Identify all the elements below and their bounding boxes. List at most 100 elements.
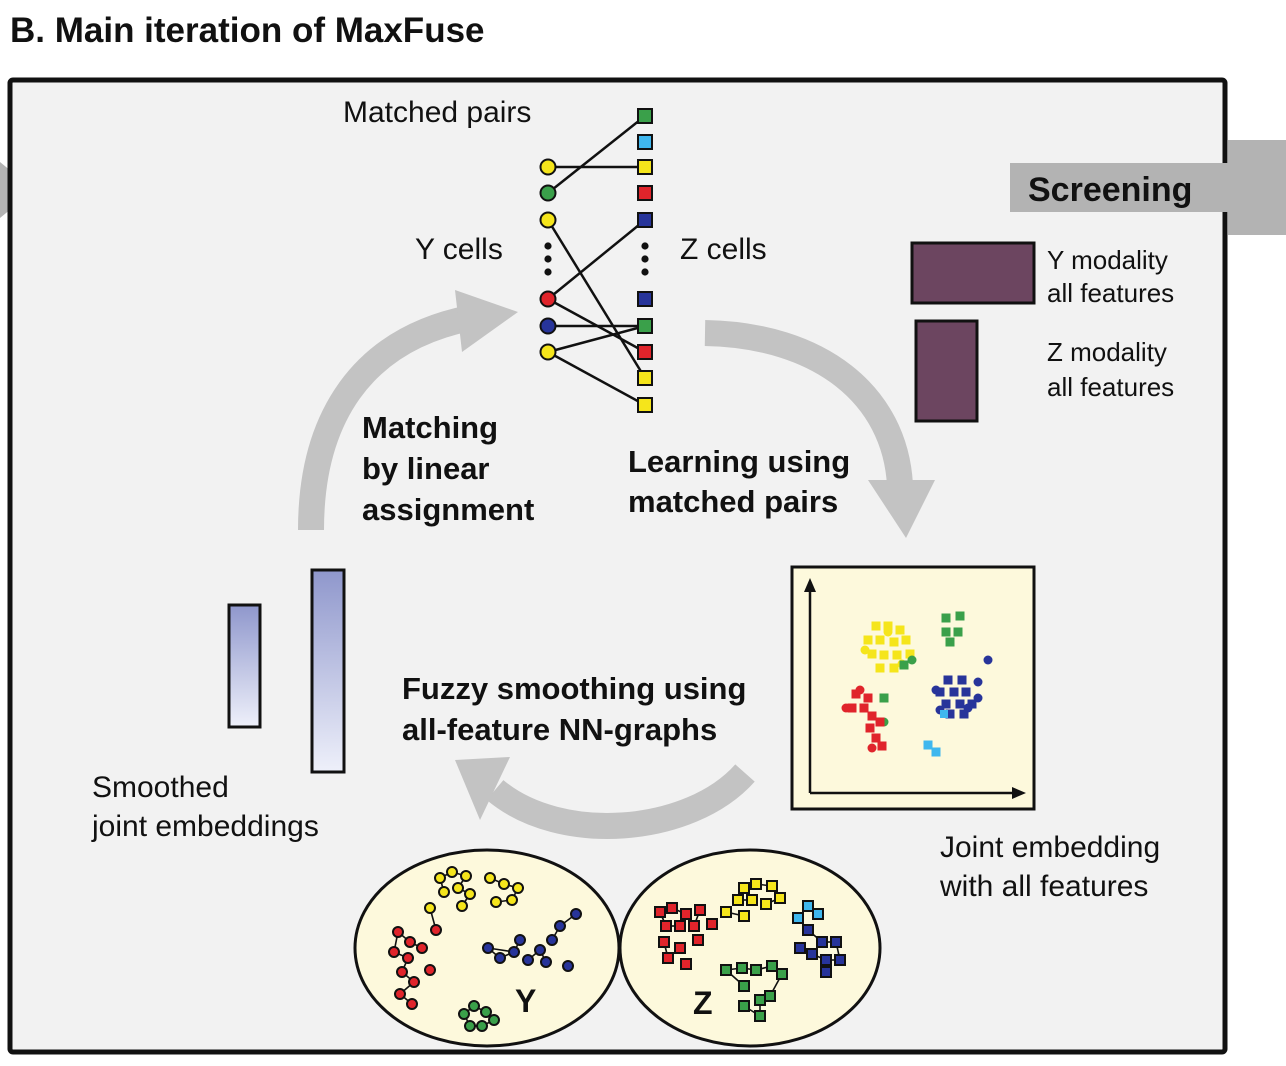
- scatter-square: [863, 693, 873, 703]
- z-graph-node: [750, 878, 762, 890]
- z-nn-graph-ellipse: [618, 848, 882, 1048]
- z-graph-node: [654, 906, 666, 918]
- y-graph-node: [570, 908, 582, 920]
- z-graph-node: [754, 1010, 766, 1022]
- learning-arrow-head: [868, 480, 935, 538]
- z-graph-node: [720, 964, 732, 976]
- learning-step-label-2: matched pairs: [628, 484, 838, 519]
- y-modality-label-1: Y modality: [1047, 245, 1168, 275]
- scatter-square: [931, 747, 941, 757]
- z-graph-node: [766, 960, 778, 972]
- scatter-square: [889, 663, 899, 673]
- z-graph-node: [738, 980, 750, 992]
- z-graph-node: [662, 952, 674, 964]
- matching-step-label-1: Matching: [362, 410, 498, 445]
- y-graph-node: [438, 886, 450, 898]
- scatter-square: [875, 635, 885, 645]
- matched-pairs-caption: Matched pairs: [343, 96, 531, 129]
- y-graph-node: [494, 952, 506, 964]
- y-graph-node: [392, 926, 404, 938]
- z-graph-node: [738, 1000, 750, 1012]
- z-graph-node: [764, 990, 776, 1002]
- z-cell: [637, 212, 653, 228]
- y-graph-node: [480, 1006, 492, 1018]
- y-cell: [539, 211, 557, 229]
- y-graph-node: [452, 882, 464, 894]
- z-graph-node: [816, 936, 828, 948]
- scatter-square: [883, 621, 893, 631]
- matching-arrow: [298, 305, 473, 531]
- z-graph-node: [732, 894, 744, 906]
- scatter-square: [943, 675, 953, 685]
- scatter-square: [865, 723, 875, 733]
- z-graph-node: [680, 958, 692, 970]
- scatter-square: [879, 693, 889, 703]
- y-graph-node: [468, 1000, 480, 1012]
- z-graph-node: [658, 936, 670, 948]
- y-graph-node: [490, 896, 502, 908]
- y-cell: [539, 290, 557, 308]
- smoothed-caption-1: Smoothed: [92, 771, 229, 804]
- z-graph-node: [738, 910, 750, 922]
- y-graph-node: [484, 872, 496, 884]
- y-graph-node: [464, 888, 476, 900]
- matching-step-label-2: by linear: [362, 451, 490, 486]
- screening-label: Screening: [1028, 171, 1192, 209]
- y-cells-label: Y cells: [415, 233, 503, 266]
- y-graph-node: [534, 944, 546, 956]
- y-graph-node: [408, 976, 420, 988]
- smoothed-embedding-y: [227, 603, 262, 729]
- y-graph-node: [424, 964, 436, 976]
- y-ellipsis-dot: [544, 255, 552, 263]
- scatter-square: [889, 637, 899, 647]
- matched-pairs-graphic: [539, 108, 653, 413]
- z-cell: [637, 397, 653, 413]
- z-graph-node: [760, 898, 772, 910]
- scatter-circle: [931, 685, 941, 695]
- learning-arrow: [704, 320, 913, 487]
- z-graph-node: [680, 908, 692, 920]
- z-graph-node: [666, 902, 678, 914]
- z-cell: [637, 344, 653, 360]
- z-graph-node: [694, 904, 706, 916]
- y-graph-node: [554, 920, 566, 932]
- joint-embedding-caption-2: with all features: [939, 870, 1148, 903]
- smoothing-step-label-2: all-feature NN-graphs: [402, 712, 717, 747]
- scatter-square: [847, 703, 857, 713]
- scatter-square: [851, 689, 861, 699]
- matching-arrow-head: [455, 290, 518, 352]
- scatter-square: [905, 649, 915, 659]
- scatter-square: [875, 663, 885, 673]
- z-graph-node: [792, 912, 804, 924]
- x-axis-arrowhead: [1012, 787, 1026, 799]
- scatter-square: [949, 687, 959, 697]
- matching-step-label-3: assignment: [362, 492, 534, 527]
- z-graph-node: [754, 994, 766, 1006]
- z-graph-node: [660, 920, 672, 932]
- screening-arrow: [1010, 140, 1286, 235]
- scatter-square: [955, 699, 965, 709]
- scatter-square: [923, 740, 933, 750]
- z-ellipsis-dot: [641, 268, 649, 276]
- z-cell: [637, 291, 653, 307]
- y-graph-node: [522, 954, 534, 966]
- y-graph-node: [402, 952, 414, 964]
- y-graph-node: [498, 878, 510, 890]
- z-graph-node: [830, 936, 842, 948]
- scatter-square: [967, 699, 977, 709]
- scatter-square: [941, 627, 951, 637]
- z-graph-node: [766, 880, 778, 892]
- y-graph-node: [506, 894, 518, 906]
- y-graph-node: [514, 934, 526, 946]
- z-cell: [637, 108, 653, 124]
- z-graph-node: [692, 934, 704, 946]
- y-graph-node: [416, 942, 428, 954]
- z-graph-node: [802, 924, 814, 936]
- z-cells-label: Z cells: [680, 233, 767, 266]
- y-graph-node: [464, 1020, 476, 1032]
- scatter-square: [895, 625, 905, 635]
- z-graph-node: [674, 920, 686, 932]
- y-graph-node: [396, 966, 408, 978]
